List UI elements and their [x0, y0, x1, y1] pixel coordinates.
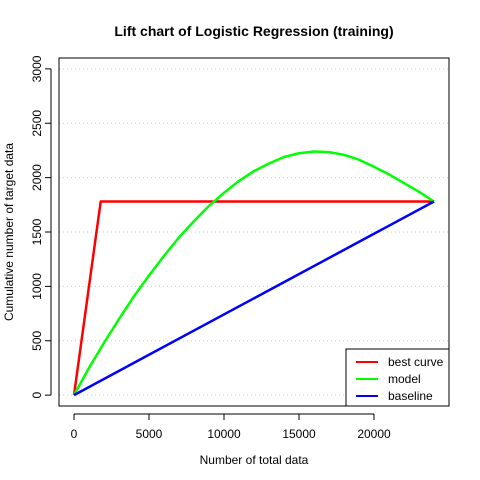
x-tick-label-4: 20000	[357, 427, 391, 441]
y-tick-label-1: 500	[30, 330, 44, 350]
legend: best curve model baseline	[345, 348, 450, 407]
series-line-model	[72, 150, 435, 396]
series-line-best-curve	[72, 200, 434, 396]
legend-label-1: model	[388, 372, 421, 386]
legend-label-0: best curve	[388, 355, 444, 369]
legend-label-2: baseline	[388, 389, 433, 403]
y-tick-label-6: 3000	[30, 55, 44, 82]
x-tick-label-0: 0	[71, 427, 78, 441]
x-tick-label-2: 10000	[207, 427, 241, 441]
x-axis-label: Number of total data	[200, 453, 309, 467]
chart-title: Lift chart of Logistic Regression (train…	[114, 23, 393, 39]
y-tick-label-5: 2500	[30, 110, 44, 137]
x-axis: 0 5000 10000 15000 20000	[71, 413, 391, 441]
plot-frame	[58, 57, 450, 407]
grid-lines	[59, 68, 449, 396]
y-tick-label-0: 0	[30, 391, 44, 398]
series-line-baseline	[73, 200, 435, 397]
y-axis-label: Cumulative number of target data	[2, 143, 16, 321]
y-tick-label-2: 1000	[30, 273, 44, 300]
x-tick-label-1: 5000	[136, 427, 163, 441]
y-tick-label-4: 2000	[30, 164, 44, 191]
series-lines	[72, 150, 435, 397]
y-axis: 0 500 1000 1500 2000 2500 3000	[30, 55, 52, 398]
y-tick-label-3: 1500	[30, 218, 44, 245]
x-tick-label-3: 15000	[282, 427, 316, 441]
